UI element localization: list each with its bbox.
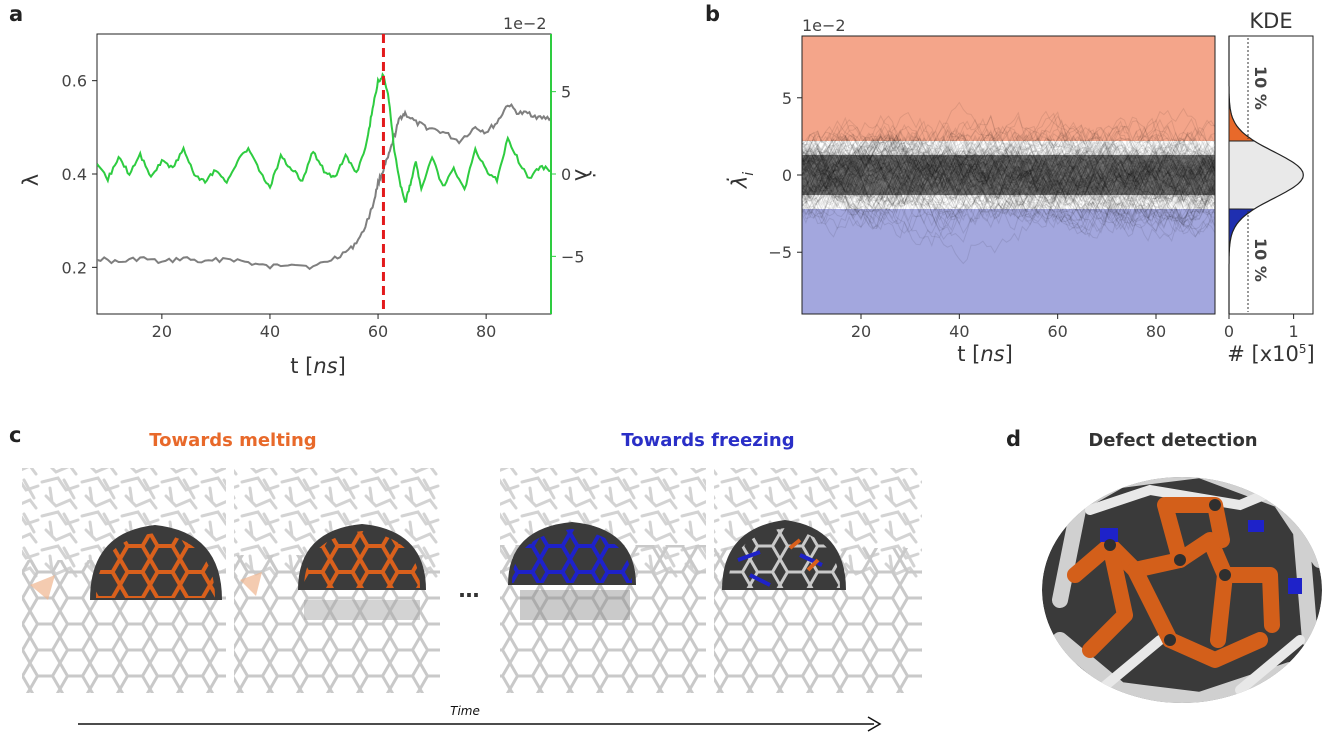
- panel-b-ytick-label: −5: [768, 243, 792, 262]
- trajectory-trace: [802, 161, 1215, 235]
- panel-a-ytick-right-label: 5: [561, 83, 571, 102]
- panel-b-xtick-label: 60: [1047, 322, 1067, 341]
- panel-b-xlabel: t [ns]: [957, 342, 1013, 366]
- kde-neutral-area: [1229, 141, 1304, 209]
- panel-b-xtick-label: 20: [851, 322, 871, 341]
- snapshot-freezing-2: [714, 468, 922, 693]
- panel-d-defect: Defect detection: [1042, 430, 1322, 703]
- melting-region: [802, 36, 1215, 142]
- kde-xtick-label: 0: [1224, 322, 1234, 341]
- kde-upper-annotation: 10 %: [1251, 66, 1270, 110]
- trajectory-trace: [802, 131, 1215, 226]
- caption-towards-melting: Towards melting: [149, 430, 316, 451]
- panel-a-frame: [96, 33, 552, 315]
- time-label: Time: [450, 704, 480, 718]
- trajectory-trace: [802, 148, 1215, 222]
- trajectory-trace: [802, 138, 1215, 232]
- right-axis-multiplier: 1e−2: [503, 14, 547, 33]
- trajectory-trace: [802, 141, 1215, 223]
- panel-a-ytick-label: 0.6: [62, 72, 87, 91]
- panel-b-xtick-label: 80: [1146, 322, 1166, 341]
- panel-a-ytick-label: 0.4: [62, 165, 87, 184]
- trajectory-traces: [802, 101, 1215, 265]
- trajectory-trace: [802, 134, 1215, 229]
- lambda-series-line: [97, 102, 551, 271]
- trajectory-trace: [802, 158, 1215, 241]
- trajectory-trace: [802, 101, 1215, 210]
- panel-b-ytick-label: 0: [782, 166, 792, 185]
- time-arrow-head: [867, 716, 882, 732]
- kde-frame: [1228, 35, 1314, 315]
- kde-melting-area: [1229, 36, 1255, 141]
- panel-a-ytick-label: 0.2: [62, 258, 87, 277]
- panel-a-xtick-label: 20: [152, 322, 172, 341]
- kde-freezing-area: [1229, 209, 1255, 314]
- trajectory-trace: [802, 111, 1215, 216]
- panel-a-xlabel: t [ns]: [290, 354, 346, 378]
- caption-towards-freezing: Towards freezing: [621, 430, 794, 451]
- snapshot-melting-1: [22, 468, 226, 693]
- panel-letter-c: c: [9, 423, 21, 447]
- kde-xlabel: # [x105]: [1227, 342, 1314, 366]
- dense-trace-core: [802, 154, 1215, 196]
- panel-c-snapshots: Towards melting Towards freezing …: [22, 430, 922, 732]
- panel-a-ylabel: λ: [19, 174, 43, 186]
- panel-letter-a: a: [9, 2, 23, 26]
- panel-a-ytick-right-label: 0: [561, 165, 571, 184]
- panel-a-xtick-label: 80: [476, 322, 496, 341]
- defect-atoms: [1104, 499, 1231, 646]
- lambda-dot-series-line: [97, 72, 551, 203]
- snapshot-melting-2: [234, 468, 440, 693]
- kde-lower-annotation: 10 %: [1251, 238, 1270, 282]
- trajectory-trace: [802, 158, 1215, 265]
- panel-letter-d: d: [1006, 427, 1021, 451]
- panel-b-chart: 1e−2 20 40 60 80 −5 0 5 t [ns] λ̇i: [726, 16, 1216, 366]
- panel-a-ylabel-right: λ̇: [570, 169, 596, 181]
- defect-blue-atoms: [1100, 520, 1302, 594]
- kde-chart: 10 % 10 % KDE 0 1 # [x105]: [1224, 9, 1315, 366]
- caption-defect-detection: Defect detection: [1088, 430, 1257, 451]
- panel-b-xtick-label: 40: [949, 322, 969, 341]
- panel-a-chart: 20 40 60 80 0.2 0.4 0.6 −5 0 5 1e−2 t [ns] λ λ̇: [19, 14, 596, 378]
- snapshot-freezing-1: [500, 468, 706, 693]
- trajectory-trace: [802, 145, 1215, 231]
- panel-letter-b: b: [705, 2, 720, 26]
- panel-b-ylabel: λ̇i: [726, 172, 757, 189]
- panel-a-xtick-label: 40: [260, 322, 280, 341]
- panel-b-multiplier: 1e−2: [802, 16, 846, 35]
- panel-b-ytick-label: 5: [782, 89, 792, 108]
- trajectory-trace: [802, 156, 1215, 235]
- panel-a-xtick-label: 60: [368, 322, 388, 341]
- freezing-region: [802, 208, 1215, 314]
- kde-xtick-label: 1: [1289, 322, 1299, 341]
- panel-a-ytick-right-label: −5: [561, 247, 585, 266]
- kde-title: KDE: [1249, 9, 1292, 33]
- ellipsis: …: [459, 578, 480, 602]
